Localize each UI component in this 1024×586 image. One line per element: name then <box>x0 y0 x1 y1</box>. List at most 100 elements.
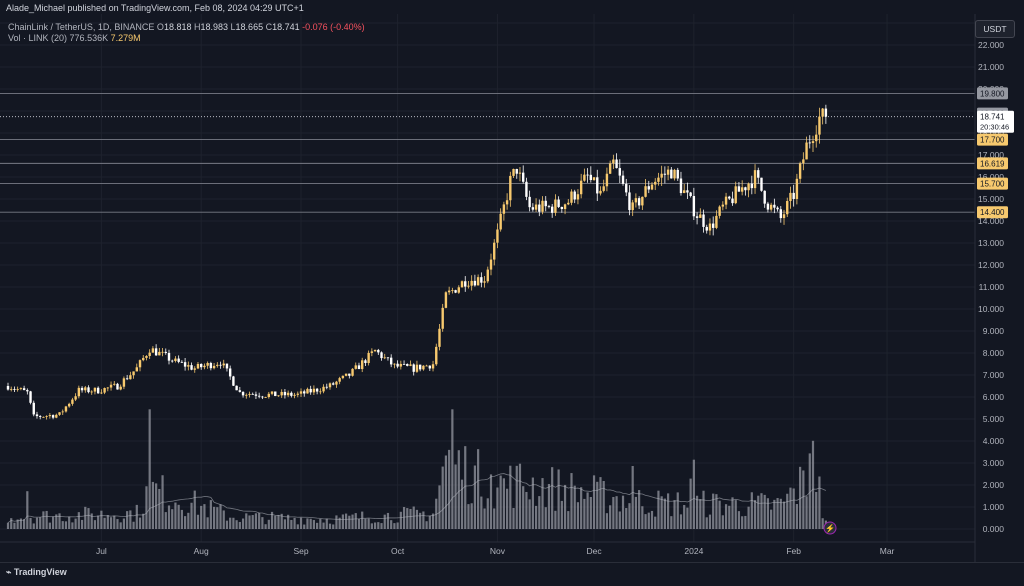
candle-body <box>35 414 39 417</box>
candle-body <box>734 186 737 204</box>
candle-body <box>64 406 68 412</box>
volume-bar <box>431 513 435 529</box>
candle-body <box>154 348 158 356</box>
candle-body <box>795 178 799 199</box>
volume-bar <box>515 465 518 529</box>
candle-body <box>692 196 696 217</box>
candle-body <box>525 181 528 197</box>
volume-bar <box>383 514 386 529</box>
volume-bar <box>473 465 476 529</box>
volume-bar <box>280 513 283 529</box>
level-tag[interactable] <box>977 87 1008 100</box>
volume-bar <box>580 487 583 529</box>
candle-body <box>769 204 773 210</box>
candle-body <box>583 174 586 181</box>
volume-bar <box>438 485 441 529</box>
volume-bar <box>64 521 68 529</box>
candle-body <box>567 202 570 205</box>
volume-bar <box>612 496 615 529</box>
price-chart[interactable]: 0.000 1.000 2.000 3.000 4.000 5.000 6.000 7.000… <box>0 14 1024 581</box>
time-axis[interactable]: Jul Aug Sep Oct Nov Dec 2024 Feb Mar <box>0 541 975 556</box>
candle-body <box>724 196 728 205</box>
candle-body <box>238 390 242 392</box>
candle-body <box>74 396 77 400</box>
candle-body <box>45 416 48 417</box>
candle-body <box>750 183 754 189</box>
volume-bar <box>667 493 670 529</box>
candle-body <box>406 364 409 366</box>
candle-body <box>499 213 502 230</box>
low-label: L <box>230 22 236 32</box>
candle-body <box>779 209 782 219</box>
volume-bar <box>731 497 734 529</box>
candle-body <box>808 142 811 144</box>
volume-last-value: 7.279M <box>110 33 141 43</box>
candle-body <box>270 391 274 394</box>
candle-body <box>550 206 554 213</box>
close-label: C <box>265 22 273 32</box>
candle-body <box>158 351 161 356</box>
level-tag[interactable] <box>977 133 1008 146</box>
high-label: H <box>193 22 201 32</box>
price-tick-label: 4.000 <box>983 436 1005 446</box>
volume-bar <box>766 498 770 529</box>
level-tag[interactable] <box>977 177 1008 190</box>
chart-area[interactable]: 0.000 1.000 2.000 3.000 4.000 5.000 6.000 7.000… <box>0 14 1024 581</box>
candle-body <box>496 229 499 243</box>
candle-body <box>489 259 493 270</box>
last-price-tag <box>977 110 1014 133</box>
volume-bar <box>296 524 299 529</box>
candle-body <box>753 170 757 189</box>
level-tag[interactable] <box>977 157 1008 170</box>
candle-body <box>728 196 731 199</box>
volume-bar <box>151 481 154 529</box>
currency-button[interactable]: USDT <box>975 20 1015 38</box>
volume-bar <box>90 513 93 529</box>
candle-body <box>644 186 647 197</box>
candle-body <box>802 159 805 164</box>
volume-bar <box>679 514 683 529</box>
candle-body <box>473 280 477 286</box>
volume-row: Vol · LINK (20) 776.536K 7.279M <box>8 33 365 44</box>
symbol-label[interactable]: ChainLink / TetherUS, 1D, BINANCE <box>8 22 155 32</box>
volume-bar <box>245 513 248 529</box>
candle-body <box>576 194 580 200</box>
candle-body <box>711 223 715 228</box>
volume-bar <box>770 509 773 529</box>
candle-body <box>357 365 361 370</box>
volume-bar <box>106 515 109 529</box>
candle-body <box>338 378 341 382</box>
volume-bar <box>399 511 402 529</box>
event-lightning-icon[interactable]: ⚡ <box>823 521 837 535</box>
volume-bar <box>267 519 270 529</box>
low-value: 18.665 <box>235 22 264 32</box>
candle-body <box>361 360 364 370</box>
candle-body <box>245 394 248 396</box>
volume-bar <box>525 491 528 529</box>
volume-label[interactable]: Vol · LINK (20) <box>8 33 68 43</box>
volume-bar <box>534 505 538 529</box>
volume-bar <box>721 515 724 529</box>
level-tag[interactable] <box>977 206 1008 219</box>
candle-body <box>132 371 135 376</box>
time-tick-label: Dec <box>586 546 602 556</box>
candle-body <box>142 357 145 361</box>
volume-bar <box>779 498 782 529</box>
volume-bar <box>596 481 599 529</box>
volume-bar <box>647 512 650 529</box>
candle-body <box>93 387 97 392</box>
volume-bar <box>441 466 444 529</box>
time-tick-label: Mar <box>880 546 895 556</box>
volume-bar <box>235 520 238 529</box>
candle-body <box>531 207 535 210</box>
volume-bar <box>744 515 747 529</box>
candle-body <box>776 207 779 210</box>
volume-bar <box>422 511 425 529</box>
volume-bar <box>683 505 686 529</box>
volume-bar <box>345 513 348 529</box>
volume-bar <box>821 518 824 529</box>
candle-body <box>261 396 264 398</box>
price-axis[interactable]: 0.000 1.000 2.000 3.000 4.000 5.000 6.000 7.000… <box>974 14 1014 562</box>
candle-body <box>296 393 299 395</box>
candle-body <box>811 141 815 144</box>
